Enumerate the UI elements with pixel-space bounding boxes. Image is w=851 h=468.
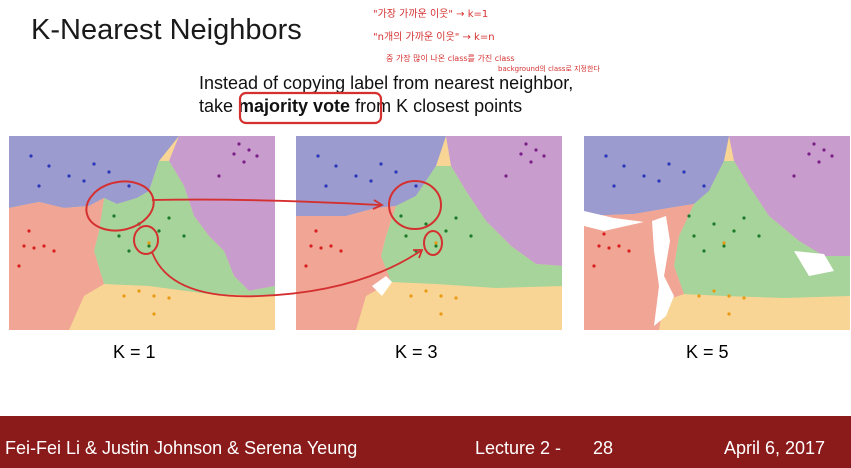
- footer-date: April 6, 2017: [724, 438, 825, 459]
- knn-plot-k3: [296, 136, 562, 330]
- knn-plot-k1: [9, 136, 275, 330]
- knn-decision-regions-k1: [9, 136, 275, 330]
- footer-bar: Fei-Fei Li & Justin Johnson & Serena Yeu…: [0, 416, 851, 468]
- subtitle-text-post: from K closest points: [350, 96, 522, 116]
- knn-decision-regions-k3: [296, 136, 562, 330]
- subtitle-line-2: take majority vote from K closest points: [199, 96, 522, 117]
- footer-authors: Fei-Fei Li & Justin Johnson & Serena Yeu…: [5, 438, 357, 459]
- k1-label: K = 1: [113, 342, 156, 363]
- annotation-note-2: "n개의 가까운 이웃" → k=n: [373, 31, 495, 43]
- subtitle-line-1: Instead of copying label from nearest ne…: [199, 73, 573, 94]
- annotation-note-4: background의 class로 지정한다: [498, 64, 600, 73]
- k5-label: K = 5: [686, 342, 729, 363]
- footer-lecture: Lecture 2 -: [475, 438, 561, 459]
- k3-label: K = 3: [395, 342, 438, 363]
- annotation-note-1: "가장 가까운 이웃" → k=1: [373, 8, 488, 20]
- footer-page-number: 28: [593, 438, 613, 459]
- majority-vote-emphasis: majority vote: [238, 96, 350, 116]
- knn-plot-k5: [584, 136, 850, 330]
- subtitle-text-pre: take: [199, 96, 238, 116]
- knn-decision-regions-k5: [584, 136, 850, 330]
- annotation-note-3: 중 가장 많이 나온 class를 가진 class: [386, 53, 515, 63]
- slide-title: K-Nearest Neighbors: [31, 14, 302, 47]
